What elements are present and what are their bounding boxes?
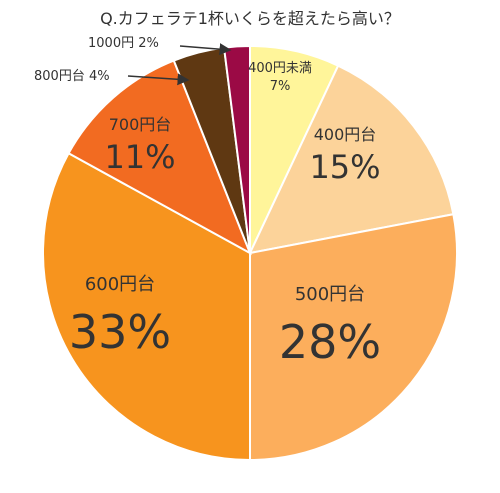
slice-percent-label: 15% (309, 148, 380, 186)
slice-callout-label: 800円台 4% (34, 69, 110, 84)
pie-slice (249, 213, 458, 462)
callout-arrow (179, 43, 232, 56)
slice-category-label: 400円台 (314, 125, 377, 144)
slice-callout-label: 1000円 2% (88, 36, 159, 51)
slice-percent-label: 11% (104, 138, 175, 176)
pie-slice (42, 151, 251, 462)
pie-labels: 400円未満 7% 400円台 15% 500円台 28% 600円台 33% 700円台 11%… (34, 36, 381, 369)
slice-category-label: 700円台 (109, 115, 172, 134)
pie-slice (248, 64, 455, 255)
slice-percent-label: 7% (270, 79, 291, 94)
slice-category-label: 400円未満 (248, 61, 312, 76)
pie-slice (67, 59, 252, 256)
slice-category-label: 600円台 (85, 274, 155, 295)
slice-category-label: 500円台 (295, 284, 365, 305)
callout-arrow (127, 73, 190, 86)
chart-title: Q.カフェラテ1杯いくらを超えたら高い？ (100, 9, 400, 28)
slice-percent-label: 33% (69, 305, 171, 359)
slice-percent-label: 28% (279, 315, 381, 369)
pie-slices (42, 44, 458, 462)
